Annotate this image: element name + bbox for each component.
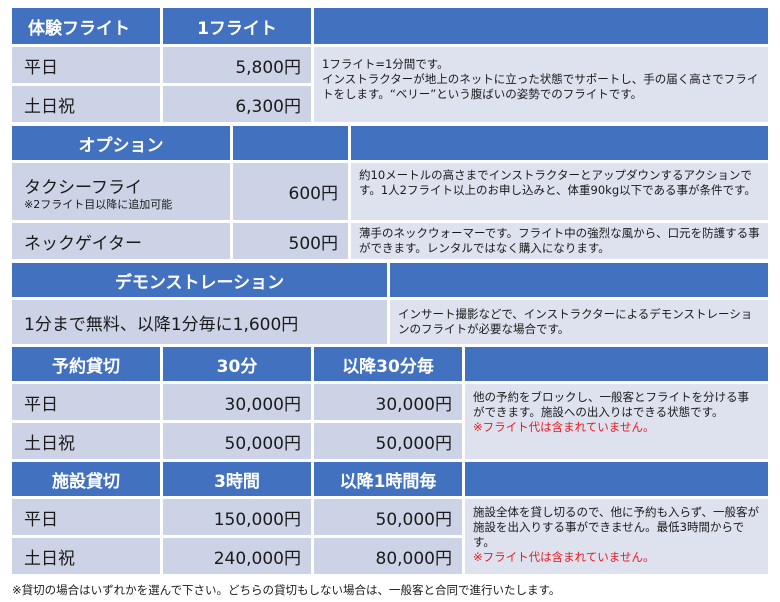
flight-row-label: 平日 — [12, 47, 160, 83]
facility-row-value: 240,000円 — [163, 538, 311, 574]
reserve-row-value: 30,000円 — [314, 384, 462, 420]
reserve-note: ※フライト代は含まれていません。 — [473, 420, 655, 434]
reserve-row-label: 土日祝 — [12, 423, 160, 459]
demo-price-text: 1分まで無料、以降1分毎に1,600円 — [12, 300, 387, 344]
facility-row-value: 80,000円 — [314, 538, 462, 574]
footnote: ※貸切の場合はいずれかを選んで下さい。どちらの貸切もしない場合は、一般客と合同で… — [12, 583, 561, 597]
option-header-empty — [233, 126, 348, 160]
facility-row-label: 平日 — [12, 499, 160, 535]
facility-description: 施設全体を貸し切るので、他に予約も入らず、一般客が施設を出入りする事ができません… — [465, 499, 768, 574]
reserve-row-value: 50,000円 — [163, 423, 311, 459]
reserve-header-title: 予約貸切 — [12, 347, 160, 381]
flight-description: 1フライト=1分間です。 インストラクターが地上のネットに立った状態でサポートし… — [314, 47, 768, 122]
flight-header-empty — [314, 8, 768, 44]
reserve-row-label: 平日 — [12, 384, 160, 420]
facility-desc-text: 施設全体を貸し切るので、他に予約も入らず、一般客が施設を出入りする事ができません… — [473, 505, 760, 549]
reserve-header-empty — [465, 347, 768, 381]
option-neck-label: ネックゲイター — [12, 223, 230, 259]
option-taxi-note: ※2フライト目以降に追加可能 — [24, 197, 173, 211]
demo-description: インサート撮影などで、インストラクターによるデモンストレーションのフライトが必要… — [390, 300, 768, 344]
option-taxi-description: 約10メートルの高さまでインストラクターとアップダウンするアクションです。1人2… — [351, 163, 768, 220]
facility-header-col: 以降1時間毎 — [314, 462, 462, 496]
reserve-row-value: 30,000円 — [163, 384, 311, 420]
facility-header-title: 施設貸切 — [12, 462, 160, 496]
option-header-title: オプション — [12, 126, 230, 160]
facility-header-empty — [465, 462, 768, 496]
reserve-header-col: 以降30分毎 — [314, 347, 462, 381]
flight-header-title: 体験フライト — [12, 8, 160, 44]
option-taxi-name: タクシーフライ — [24, 177, 142, 198]
reserve-header-col: 30分 — [163, 347, 311, 381]
option-neck-description: 薄手のネックウォーマーです。フライト中の強烈な風から、口元を防護する事ができます… — [351, 223, 768, 259]
reserve-row-value: 50,000円 — [314, 423, 462, 459]
flight-row-label: 土日祝 — [12, 86, 160, 122]
facility-note: ※フライト代は含まれていません。 — [473, 550, 655, 564]
option-taxi-price: 600円 — [233, 163, 348, 220]
facility-row-label: 土日祝 — [12, 538, 160, 574]
facility-header-col: 3時間 — [163, 462, 311, 496]
option-taxi-label: タクシーフライ ※2フライト目以降に追加可能 — [12, 163, 230, 220]
flight-desc-line-2: インストラクターが地上のネットに立った状態でサポートし、手の届く高さでフライトを… — [322, 72, 759, 101]
demo-header-title: デモンストレーション — [12, 263, 387, 297]
option-neck-price: 500円 — [233, 223, 348, 259]
option-header-empty — [351, 126, 768, 160]
flight-row-price: 5,800円 — [163, 47, 311, 83]
reserve-description: 他の予約をブロックし、一般客とフライトを分ける事ができます。施設への出入りはでき… — [465, 384, 768, 459]
flight-row-price: 6,300円 — [163, 86, 311, 122]
flight-header-col: 1フライト — [163, 8, 311, 44]
facility-row-value: 50,000円 — [314, 499, 462, 535]
reserve-desc-text: 他の予約をブロックし、一般客とフライトを分ける事ができます。施設への出入りはでき… — [473, 390, 749, 419]
facility-row-value: 150,000円 — [163, 499, 311, 535]
demo-header-empty — [390, 263, 768, 297]
flight-desc-line-1: 1フライト=1分間です。 — [322, 57, 449, 71]
flight-section: 体験フライト 1フライト 平日 5,800円 土日祝 6,300円 1フライト=… — [0, 0, 780, 122]
